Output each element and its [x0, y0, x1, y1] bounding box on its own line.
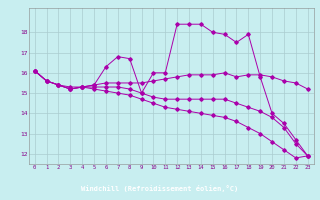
Text: Windchill (Refroidissement éolien,°C): Windchill (Refroidissement éolien,°C)	[81, 185, 239, 192]
